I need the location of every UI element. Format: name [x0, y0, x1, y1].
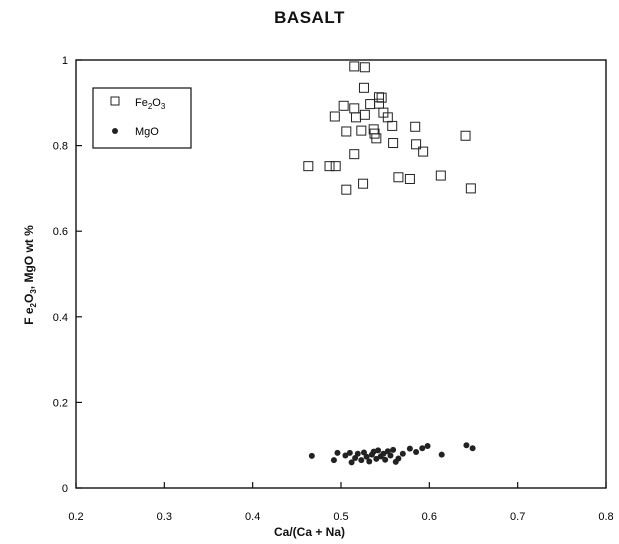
mgo-point-11: [366, 458, 373, 465]
fe2o3-point-26: [303, 161, 314, 172]
mgo-point-28: [424, 443, 431, 450]
legend-marker-fe2o3: [110, 96, 120, 106]
mgo-point-27: [419, 445, 426, 452]
fe2o3-point-0: [349, 61, 360, 72]
x-axis-ticks: 0.2 0.3 0.4 0.5 0.6 0.7 0.8: [68, 482, 614, 523]
mgo-point-26: [413, 449, 420, 456]
mgo-point-24: [399, 450, 406, 457]
fe2o3-point-34: [465, 183, 476, 194]
mgo-point-19: [384, 448, 391, 455]
x-tick-label-6: 0.8: [598, 511, 613, 523]
fe2o3-point-18: [371, 133, 382, 144]
legend: Fe2O3 MgO: [92, 87, 192, 149]
fe2o3-point-27: [324, 161, 335, 172]
mgo-point-2: [334, 449, 341, 456]
fe2o3-point-13: [359, 109, 370, 120]
fe2o3-point-28: [330, 161, 341, 172]
y-tick-label-0: 0: [62, 483, 68, 495]
x-axis-label: Ca/(Ca + Na): [273, 525, 346, 539]
mgo-point-25: [406, 445, 413, 452]
fe2o3-point-21: [460, 130, 471, 141]
mgo-point-17: [380, 450, 387, 457]
fe2o3-point-5: [338, 100, 349, 111]
fe2o3-point-3: [373, 92, 384, 103]
fe2o3-point-24: [418, 146, 429, 157]
fe2o3-point-31: [435, 170, 446, 181]
y-tick-label-3: 0.6: [53, 226, 68, 238]
mgo-point-23: [395, 455, 402, 462]
mgo-point-20: [387, 452, 394, 459]
mgo-point-6: [352, 455, 359, 462]
y-axis-ticks: 0 0.2 0.4 0.6 0.8 1: [53, 55, 82, 495]
chart-title: BASALT: [274, 8, 345, 27]
mgo-point-14: [373, 455, 380, 462]
y-tick-label-1: 0.2: [53, 397, 68, 409]
mgo-point-21: [390, 446, 397, 453]
fe2o3-point-14: [341, 126, 352, 137]
legend-label-mgo: MgO: [135, 126, 159, 138]
fe2o3-point-32: [358, 178, 369, 189]
y-tick-label-2: 0.4: [53, 312, 68, 324]
mgo-point-31: [469, 445, 476, 452]
legend-box: [92, 87, 192, 149]
mgo-point-5: [348, 459, 355, 466]
y-axis-label: F e2O3, MgO wt %: [22, 225, 38, 325]
fe2o3-point-11: [329, 111, 340, 122]
mgo-point-0: [308, 452, 315, 459]
mgo-point-9: [360, 449, 367, 456]
mgo-point-30: [463, 442, 470, 449]
x-tick-label-2: 0.4: [245, 511, 260, 523]
fe2o3-point-4: [376, 92, 387, 103]
fe2o3-point-1: [359, 62, 370, 73]
legend-label-fe2o3: Fe2O3: [135, 97, 166, 111]
x-tick-label-5: 0.7: [510, 511, 525, 523]
mgo-point-3: [342, 452, 349, 459]
fe2o3-point-30: [404, 173, 415, 184]
fe2o3-point-22: [388, 138, 399, 149]
fe2o3-point-15: [356, 125, 367, 136]
y-tick-label-5: 1: [62, 55, 68, 67]
fe2o3-point-29: [393, 172, 404, 183]
fe2o3-point-20: [410, 121, 421, 132]
mgo-point-18: [382, 456, 389, 463]
fe2o3-point-33: [341, 184, 352, 195]
fe2o3-point-6: [349, 103, 360, 114]
mgo-point-7: [354, 450, 361, 457]
mgo-point-4: [346, 449, 353, 456]
fe2o3-point-2: [358, 82, 369, 93]
x-tick-label-1: 0.3: [157, 511, 172, 523]
fe2o3-point-7: [365, 99, 376, 110]
mgo-point-8: [358, 457, 365, 464]
mgo-point-29: [438, 451, 445, 458]
y-tick-label-4: 0.8: [53, 141, 68, 153]
mgo-point-1: [330, 457, 337, 464]
x-tick-label-4: 0.6: [422, 511, 437, 523]
x-tick-label-0: 0.2: [68, 511, 83, 523]
fe2o3-point-12: [351, 112, 362, 123]
x-tick-label-3: 0.5: [333, 511, 348, 523]
fe2o3-point-25: [349, 149, 360, 160]
mgo-point-10: [363, 453, 370, 460]
fe2o3-point-8: [373, 98, 384, 109]
fe2o3-point-23: [411, 139, 422, 150]
mgo-point-15: [375, 447, 382, 454]
data-points: [303, 61, 476, 466]
fe2o3-point-19: [387, 120, 398, 131]
legend-marker-mgo: [112, 128, 118, 134]
